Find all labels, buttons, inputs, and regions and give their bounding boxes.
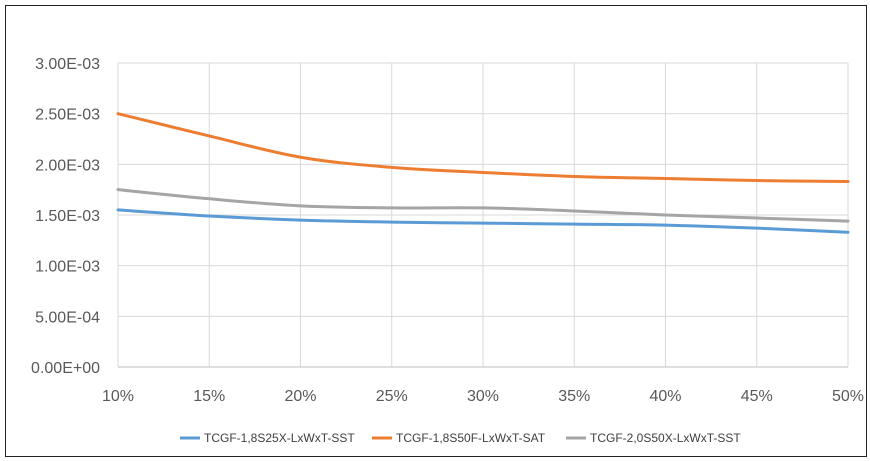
y-tick-label: 1.50E-03 <box>35 208 100 225</box>
y-tick-label: 2.50E-03 <box>35 107 100 124</box>
x-tick-label: 45% <box>741 388 773 405</box>
legend-item-2: TCGF-1,8S50F-LxWxT-SAT <box>372 431 546 445</box>
y-tick-labels: 0.00E+00 5.00E-04 1.00E-03 1.50E-03 2.00E-03… <box>31 56 100 377</box>
x-tick-label: 20% <box>284 388 316 405</box>
x-tick-label: 50% <box>832 388 864 405</box>
x-tick-labels: 10% 15% 20% 25% 30% 35% 40% 45% 50% <box>102 388 864 405</box>
series-lines <box>116 112 850 234</box>
series-line-2 <box>116 112 850 184</box>
x-tick-label: 35% <box>558 388 590 405</box>
y-tick-label: 1.00E-03 <box>35 259 100 276</box>
legend-label: TCGF-2,0S50X-LxWxT-SST <box>590 431 741 445</box>
series-line-1 <box>116 208 850 234</box>
legend-item-3: TCGF-2,0S50X-LxWxT-SST <box>566 431 741 445</box>
grid <box>117 62 849 367</box>
x-tick-label: 40% <box>649 388 681 405</box>
legend: TCGF-1,8S25X-LxWxT-SST TCGF-1,8S50F-LxWxT… <box>180 431 741 445</box>
legend-item-1: TCGF-1,8S25X-LxWxT-SST <box>180 431 355 445</box>
x-tick-label: 15% <box>193 388 225 405</box>
legend-label: TCGF-1,8S25X-LxWxT-SST <box>204 431 355 445</box>
x-tick-label: 25% <box>376 388 408 405</box>
y-tick-label: 5.00E-04 <box>35 309 100 326</box>
y-tick-label: 0.00E+00 <box>31 360 100 377</box>
legend-label: TCGF-1,8S50F-LxWxT-SAT <box>396 431 546 445</box>
y-tick-label: 2.00E-03 <box>35 157 100 174</box>
series-line-3 <box>116 188 850 223</box>
y-tick-label: 3.00E-03 <box>35 56 100 73</box>
x-tick-label: 30% <box>467 388 499 405</box>
chart-frame <box>5 5 867 457</box>
x-tick-label: 10% <box>102 388 134 405</box>
